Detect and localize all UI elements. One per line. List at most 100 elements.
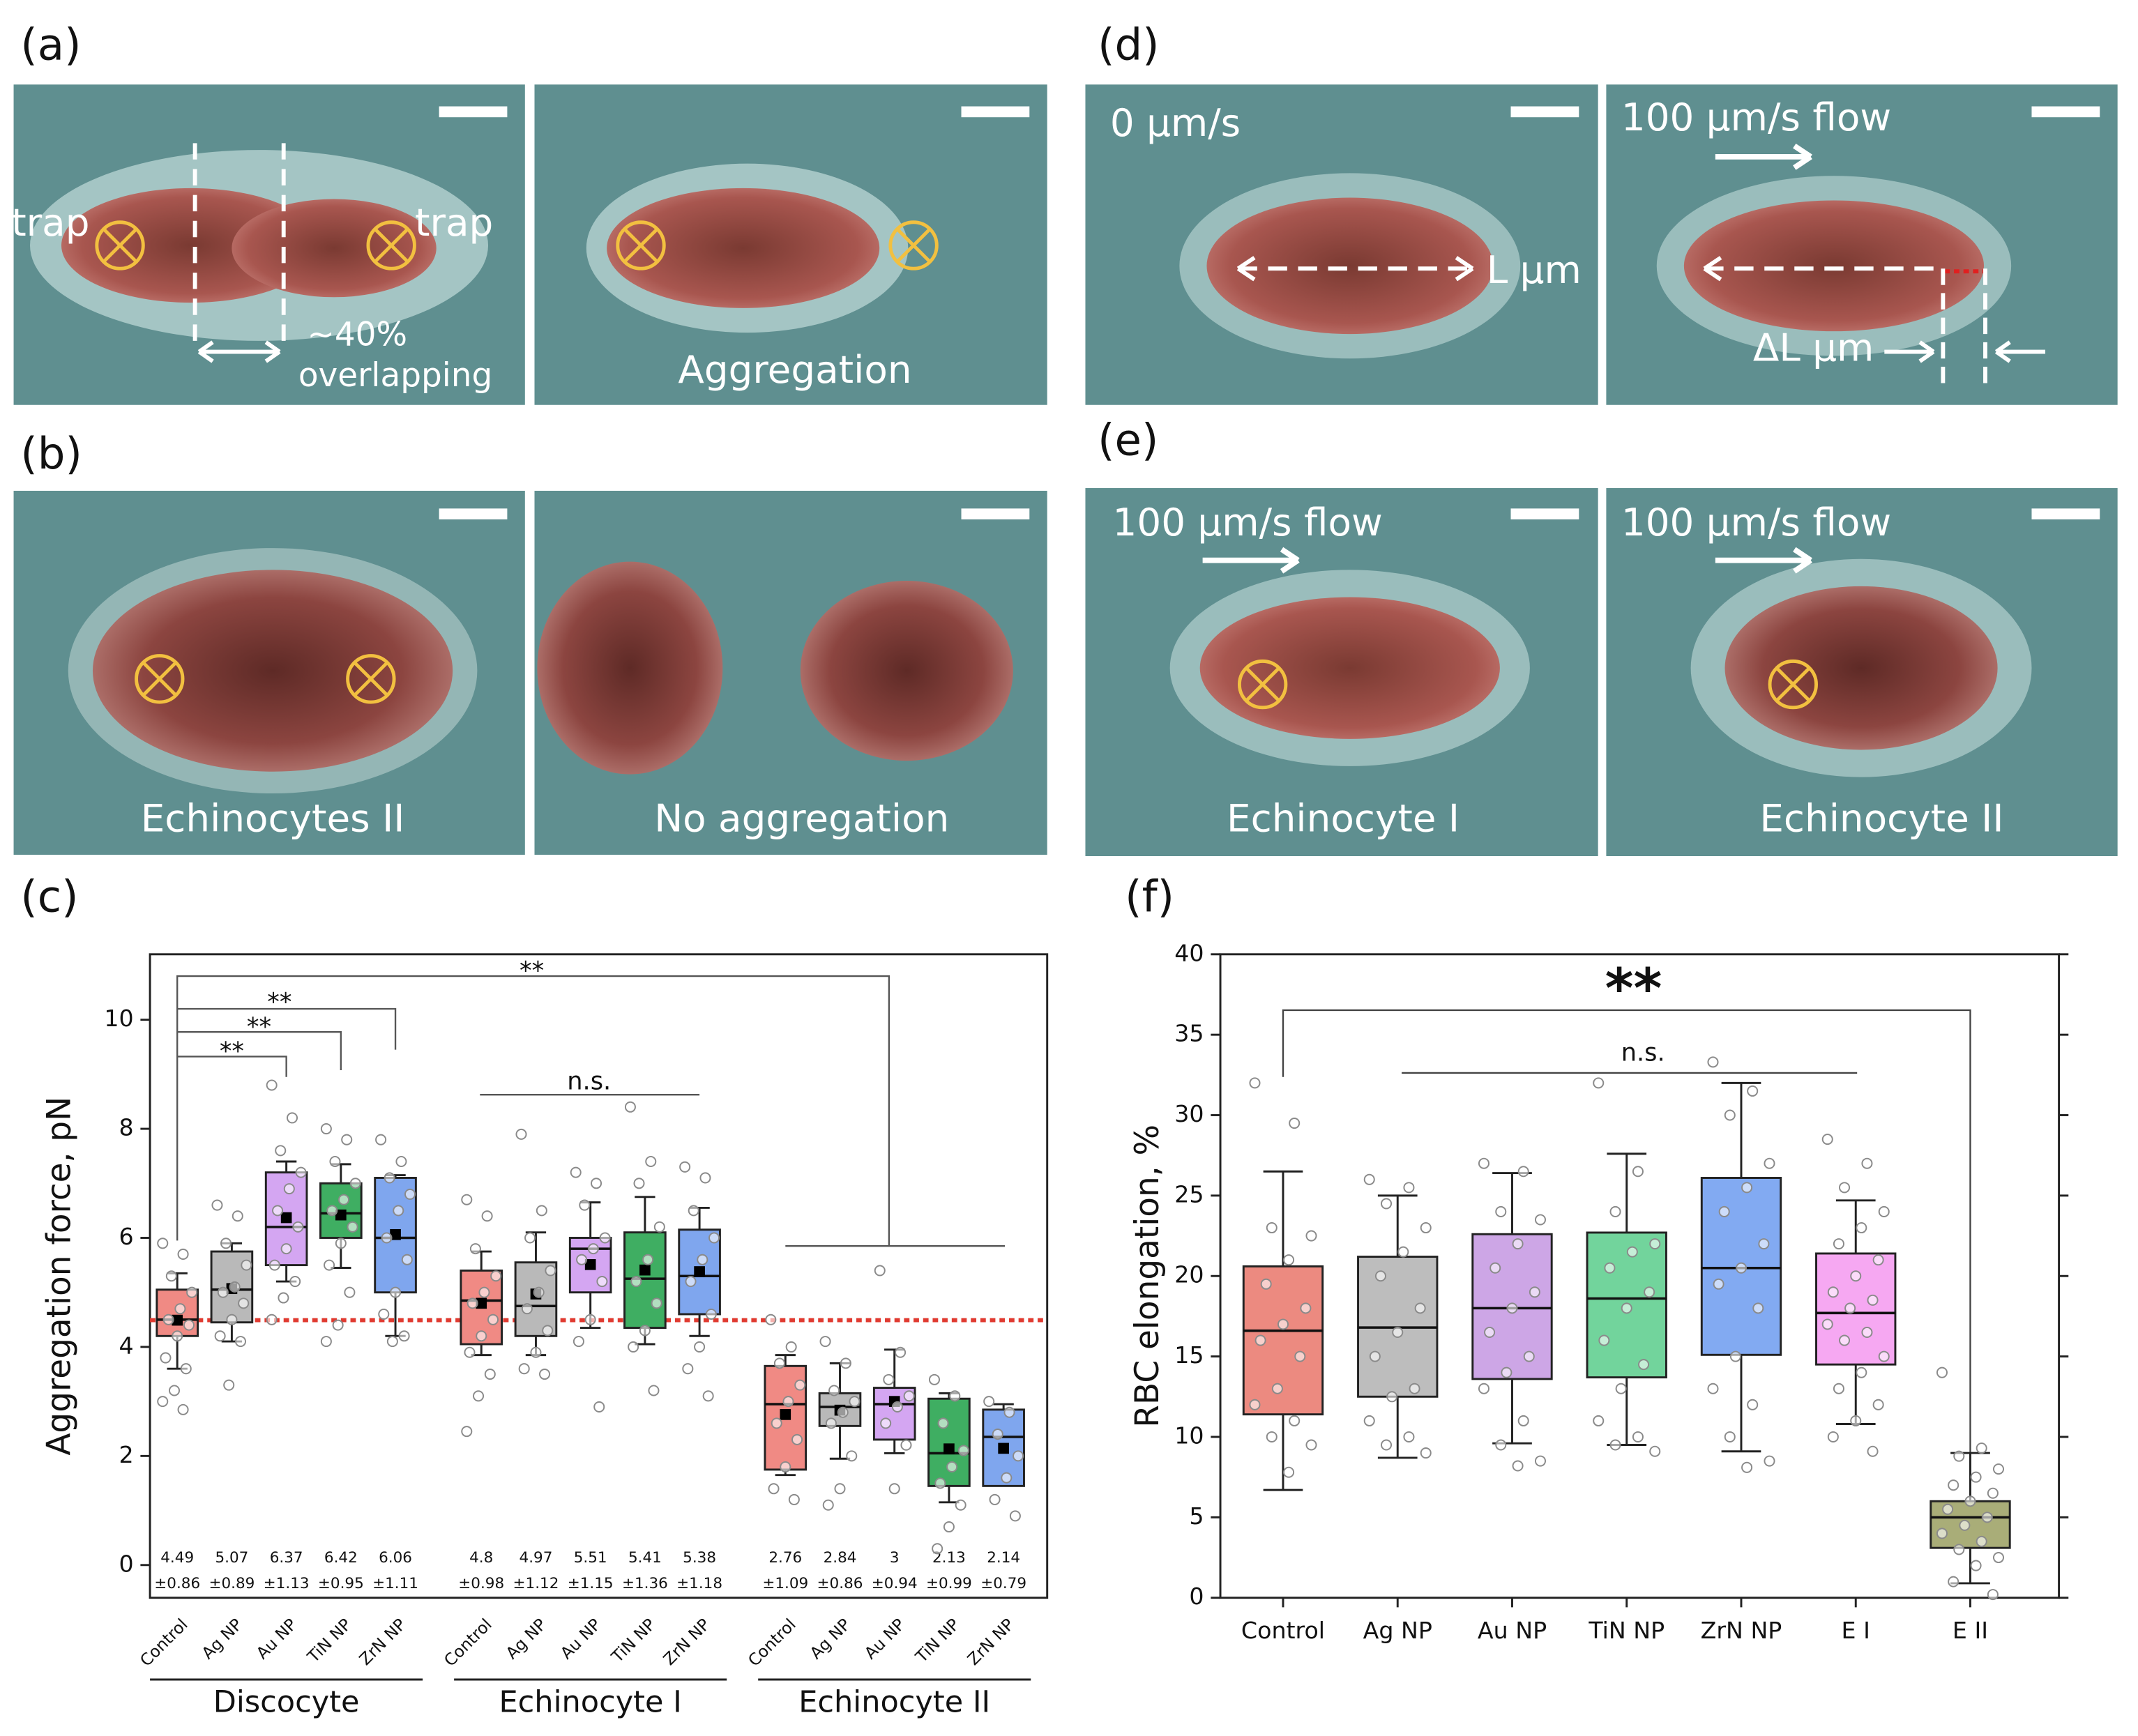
data-point — [943, 1521, 955, 1533]
x-tick-label: Au NP — [556, 1615, 605, 1663]
data-point — [332, 1319, 344, 1331]
data-point — [1414, 1302, 1426, 1314]
data-point — [344, 1286, 356, 1298]
data-point — [533, 1286, 545, 1298]
mean-label: 3 — [890, 1549, 900, 1567]
data-point — [1495, 1205, 1507, 1217]
data-point — [782, 1396, 794, 1408]
y-tick-label: 10 — [1174, 1422, 1204, 1449]
data-point — [393, 1205, 404, 1217]
data-point — [1741, 1182, 1753, 1194]
data-point — [992, 1429, 1003, 1440]
data-point — [785, 1341, 797, 1353]
x-tick-label: E I — [1842, 1617, 1870, 1644]
mean-label: 6.37 — [270, 1549, 303, 1567]
data-point — [1534, 1455, 1547, 1467]
data-point — [329, 1155, 341, 1168]
data-point — [1872, 1399, 1884, 1410]
image-text: 0 µm/s — [1110, 100, 1241, 145]
data-point — [183, 1319, 195, 1331]
data-point — [1609, 1205, 1621, 1217]
image-text: overlapping — [298, 356, 492, 395]
annotation: n.s. — [567, 1067, 611, 1096]
micrograph — [1085, 488, 1598, 856]
data-point — [283, 1183, 295, 1195]
data-point — [1839, 1182, 1851, 1194]
y-tick-label: 2 — [119, 1441, 133, 1468]
data-point — [286, 1112, 298, 1124]
x-tick-label: Au NP — [860, 1615, 909, 1663]
x-tick-label: TiN NP — [1588, 1617, 1665, 1644]
data-point — [539, 1369, 551, 1380]
data-point — [1741, 1461, 1753, 1473]
data-point — [545, 1265, 556, 1277]
data-point — [232, 1210, 243, 1222]
data-point — [679, 1161, 691, 1173]
data-point — [1013, 1450, 1024, 1462]
data-point — [780, 1461, 791, 1473]
mean-marker — [694, 1266, 705, 1277]
data-point — [1381, 1439, 1393, 1451]
data-point — [1598, 1334, 1610, 1346]
x-tick-label: Ag NP — [198, 1615, 246, 1663]
data-point — [1878, 1205, 1890, 1217]
data-point — [1266, 1222, 1278, 1234]
data-point — [390, 1286, 402, 1298]
data-point — [1374, 1270, 1386, 1282]
sd-label: ±1.12 — [513, 1575, 559, 1592]
data-point — [819, 1336, 831, 1348]
data-point — [162, 1314, 174, 1325]
data-point — [1964, 1495, 1976, 1507]
data-point — [1363, 1415, 1375, 1426]
data-point — [1305, 1439, 1317, 1451]
data-point — [788, 1493, 800, 1505]
y-tick-label: 40 — [1174, 939, 1204, 966]
data-point — [1403, 1182, 1415, 1194]
image-text: trap — [11, 200, 89, 245]
data-point — [937, 1417, 949, 1429]
panel-label: (d) — [1098, 20, 1160, 70]
x-tick-label: E II — [1953, 1617, 1988, 1644]
sd-label: ±0.99 — [926, 1575, 972, 1592]
box — [1815, 1252, 1897, 1366]
data-point — [1249, 1399, 1261, 1410]
mean-marker — [639, 1264, 651, 1276]
y-tick-label: 20 — [1174, 1261, 1204, 1288]
group-label: Discocyte — [213, 1685, 360, 1720]
data-point — [903, 1390, 915, 1402]
data-point — [1403, 1431, 1415, 1442]
data-point — [628, 1341, 639, 1353]
data-point — [794, 1379, 806, 1391]
y-tick-label: 0 — [1189, 1583, 1204, 1610]
image-text: Echinocytes II — [141, 795, 405, 840]
panel-label: (e) — [1098, 415, 1158, 466]
data-point — [685, 1276, 697, 1288]
data-point — [484, 1369, 496, 1380]
data-point — [174, 1303, 186, 1315]
data-point — [464, 1346, 476, 1358]
data-point — [1283, 1466, 1295, 1478]
data-point — [326, 1205, 338, 1217]
x-tick-label: ZrN NP — [1701, 1617, 1782, 1644]
data-point — [584, 1314, 596, 1325]
data-point — [593, 1401, 605, 1413]
data-point — [461, 1426, 473, 1438]
data-point — [624, 1101, 636, 1113]
sd-label: ±1.15 — [568, 1575, 614, 1592]
data-point — [324, 1259, 335, 1271]
data-point — [165, 1270, 177, 1282]
x-tick-label: Control — [744, 1615, 800, 1670]
data-point — [934, 1477, 946, 1489]
y-axis-label: RBC elongation, % — [1128, 1125, 1167, 1428]
mean-marker — [780, 1409, 791, 1420]
data-point — [186, 1286, 198, 1298]
sd-label: ±1.09 — [762, 1575, 808, 1592]
data-point — [822, 1499, 834, 1511]
data-point — [272, 1205, 284, 1217]
data-point — [653, 1221, 665, 1233]
box — [623, 1231, 667, 1330]
x-tick-label: TiN NP — [911, 1615, 964, 1667]
data-point — [1283, 1254, 1295, 1266]
sd-label: ±1.11 — [372, 1575, 418, 1592]
data-point — [1593, 1415, 1605, 1426]
